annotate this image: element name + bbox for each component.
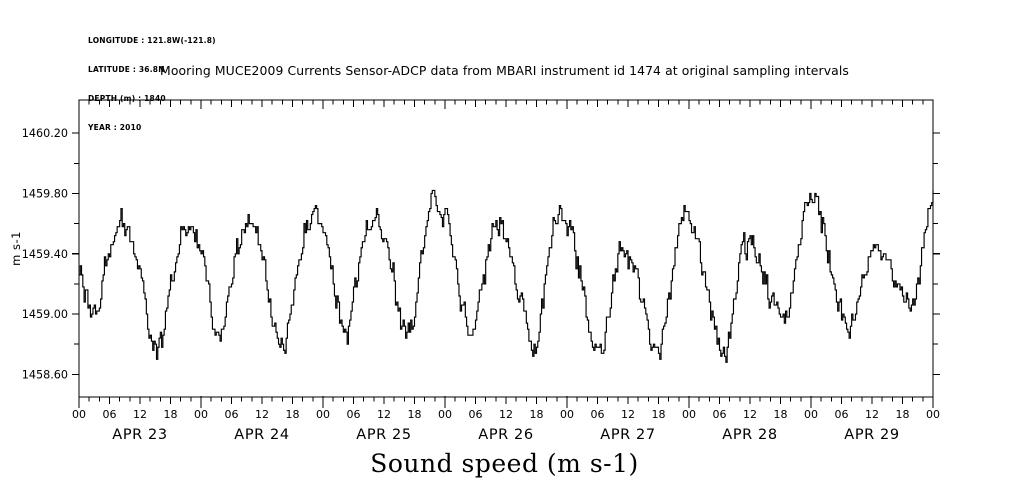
plot-border (78, 99, 934, 398)
x-tick-label: 18 (530, 408, 544, 421)
metadata-latitude: LATITUDE : 36.8N (88, 64, 165, 74)
plot-title: Mooring MUCE2009 Currents Sensor-ADCP da… (160, 63, 849, 78)
bottom-axis-title: Sound speed (m s-1) (370, 449, 639, 478)
x-tick-label: 12 (133, 408, 147, 421)
y-axis-title: m s-1 (9, 231, 23, 266)
x-day-label: APR 25 (356, 427, 411, 443)
x-tick-label: 06 (347, 408, 361, 421)
x-tick-label: 00 (926, 408, 940, 421)
x-tick-label: 00 (804, 408, 818, 421)
x-day-label: APR 26 (478, 427, 533, 443)
x-tick-label: 18 (652, 408, 666, 421)
x-tick-label: 00 (682, 408, 696, 421)
x-tick-label: 18 (774, 408, 788, 421)
x-tick-label: 06 (469, 408, 483, 421)
x-tick-label: 06 (713, 408, 727, 421)
x-axis-labels: 00 06 12 18 00 06 12 18 00 06 12 18 00 06 12 18 00 06 12 18… (72, 408, 940, 421)
x-tick-label: 18 (286, 408, 300, 421)
x-tick-label: 12 (255, 408, 269, 421)
metadata-depth: DEPTH (m) : 1840 (88, 93, 166, 103)
x-tick-label: 00 (560, 408, 574, 421)
metadata-block: LONGITUDE : 121.8W(-121.8) LATITUDE : 36… (88, 17, 216, 151)
data-series-group (79, 189, 934, 363)
x-tick-label: 18 (896, 408, 910, 421)
x-tick-label: 06 (591, 408, 605, 421)
x-tick-label: 12 (499, 408, 513, 421)
y-tick-label: 1459.00 (22, 308, 68, 321)
x-day-label: APR 23 (112, 427, 167, 443)
x-tick-label: 06 (835, 408, 849, 421)
series-sound-speed (79, 189, 934, 363)
x-tick-label: 00 (316, 408, 330, 421)
x-tick-label: 00 (194, 408, 208, 421)
plot-frame (78, 99, 934, 398)
x-tick-label: 18 (408, 408, 422, 421)
y-axis-tick-group (72, 132, 940, 375)
metadata-longitude: LONGITUDE : 121.8W(-121.8) (88, 36, 216, 46)
metadata-year: YEAR : 2010 (88, 122, 142, 132)
x-tick-label: 00 (72, 408, 86, 421)
x-tick-label: 18 (164, 408, 178, 421)
x-tick-label: 12 (865, 408, 879, 421)
y-axis-title-text: m s-1 (9, 231, 23, 266)
x-day-label: APR 27 (600, 427, 655, 443)
x-axis-day-labels: APR 23 APR 24 APR 25 APR 26 APR 27 APR 28 APR … (112, 427, 899, 443)
x-tick-label: 00 (438, 408, 452, 421)
y-tick-label: 1460.20 (22, 127, 68, 140)
y-tick-label: 1458.60 (22, 368, 68, 381)
x-tick-label: 12 (621, 408, 635, 421)
x-tick-label: 06 (103, 408, 117, 421)
x-tick-label: 12 (743, 408, 757, 421)
x-day-label: APR 29 (844, 427, 899, 443)
x-day-label: APR 28 (722, 427, 777, 443)
x-tick-label: 06 (225, 408, 239, 421)
y-axis-labels: 1458.60 1459.00 1459.40 1459.80 1460.20 (22, 127, 68, 381)
y-tick-label: 1459.80 (22, 187, 68, 200)
x-day-label: APR 24 (234, 427, 289, 443)
y-tick-label: 1459.40 (22, 248, 68, 261)
x-axis-tick-group (78, 100, 934, 408)
x-tick-label: 12 (377, 408, 391, 421)
